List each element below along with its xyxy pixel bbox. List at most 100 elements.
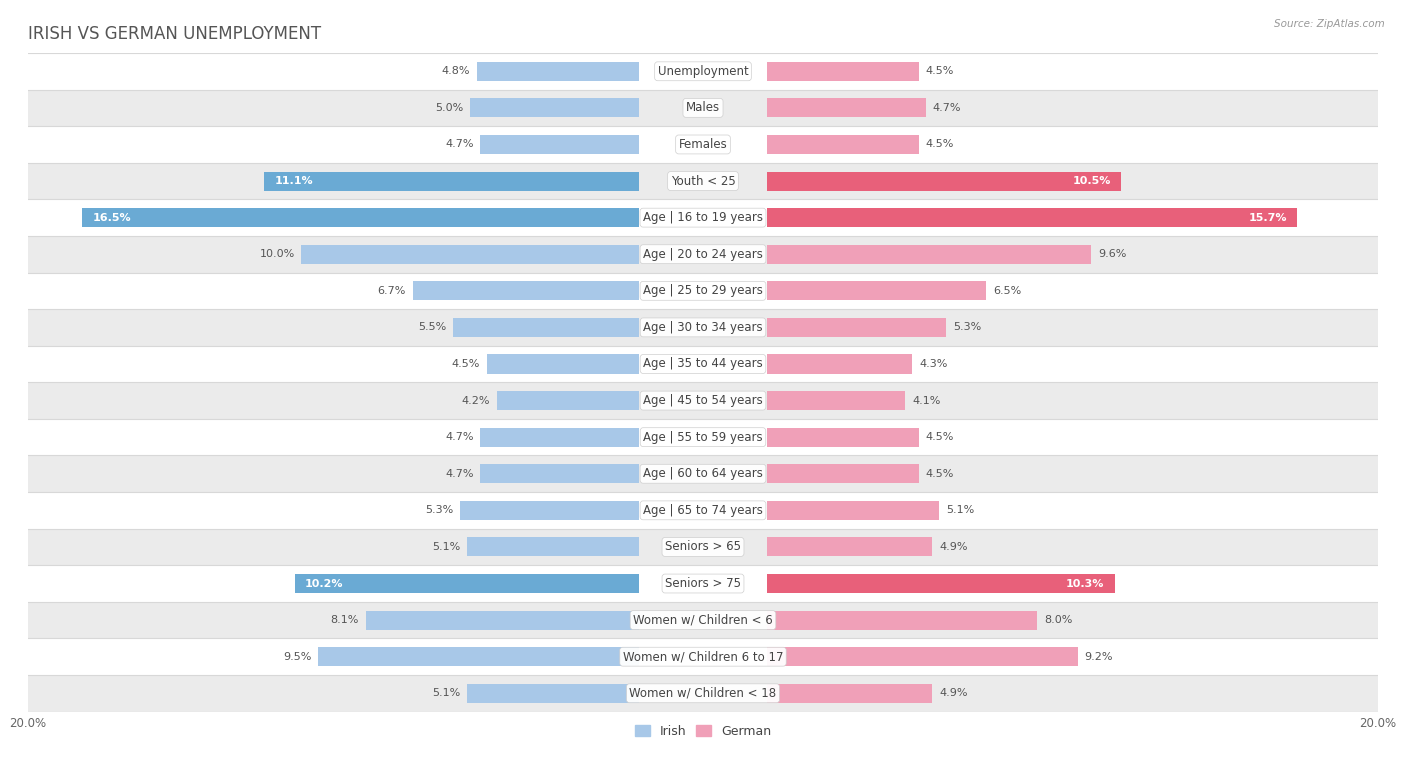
Bar [28,675,1378,712]
Bar [28,126,1378,163]
Text: Seniors > 75: Seniors > 75 [665,577,741,590]
Text: Seniors > 65: Seniors > 65 [665,540,741,553]
Text: Age | 45 to 54 years: Age | 45 to 54 years [643,394,763,407]
Text: 9.2%: 9.2% [1084,652,1112,662]
Bar [470,98,638,117]
Bar [453,318,638,337]
Text: 6.5%: 6.5% [993,286,1021,296]
Text: 6.7%: 6.7% [378,286,406,296]
Text: 8.1%: 8.1% [330,615,359,625]
Bar [768,391,905,410]
Bar [28,565,1378,602]
Text: 4.5%: 4.5% [451,359,481,369]
Bar [28,492,1378,528]
Text: 10.3%: 10.3% [1066,578,1105,588]
Text: 16.5%: 16.5% [93,213,131,223]
Text: 4.1%: 4.1% [912,396,941,406]
Text: Youth < 25: Youth < 25 [671,175,735,188]
Bar [768,208,1296,227]
Text: 11.1%: 11.1% [274,176,314,186]
Text: 4.5%: 4.5% [925,139,955,149]
Bar [413,282,638,301]
Bar [28,236,1378,273]
Bar [481,464,638,483]
Text: 5.3%: 5.3% [425,506,453,516]
Text: 4.7%: 4.7% [932,103,960,113]
Bar [768,282,987,301]
Bar [768,574,1115,593]
Text: 5.1%: 5.1% [432,542,460,552]
Bar [28,602,1378,638]
Bar [295,574,638,593]
Text: 15.7%: 15.7% [1249,213,1286,223]
Text: 4.2%: 4.2% [463,396,491,406]
Text: 4.8%: 4.8% [441,67,470,76]
Text: Age | 25 to 29 years: Age | 25 to 29 years [643,285,763,298]
Text: 9.5%: 9.5% [283,652,312,662]
Bar [768,428,920,447]
Text: Age | 30 to 34 years: Age | 30 to 34 years [643,321,763,334]
Bar [768,354,912,373]
Bar [486,354,638,373]
Bar [467,537,638,556]
Bar [768,684,932,702]
Text: 4.7%: 4.7% [446,432,474,442]
Text: Women w/ Children 6 to 17: Women w/ Children 6 to 17 [623,650,783,663]
Bar [82,208,638,227]
Text: Males: Males [686,101,720,114]
Bar [28,419,1378,456]
Text: 10.0%: 10.0% [260,249,295,259]
Bar [28,199,1378,236]
Bar [28,638,1378,675]
Text: 4.9%: 4.9% [939,542,967,552]
Bar [768,537,932,556]
Bar [481,135,638,154]
Text: Females: Females [679,138,727,151]
Text: 4.3%: 4.3% [920,359,948,369]
Bar [498,391,638,410]
Text: 4.7%: 4.7% [446,469,474,478]
Bar [768,135,920,154]
Bar [301,245,638,263]
Bar [460,501,638,520]
Bar [467,684,638,702]
Bar [366,611,638,630]
Text: 4.5%: 4.5% [925,469,955,478]
Bar [28,53,1378,89]
Bar [768,172,1122,191]
Bar [28,273,1378,309]
Text: Age | 35 to 44 years: Age | 35 to 44 years [643,357,763,370]
Text: 8.0%: 8.0% [1043,615,1073,625]
Legend: Irish, German: Irish, German [631,721,775,742]
Bar [768,98,925,117]
Text: IRISH VS GERMAN UNEMPLOYMENT: IRISH VS GERMAN UNEMPLOYMENT [28,25,321,43]
Bar [28,528,1378,565]
Bar [768,318,946,337]
Bar [28,456,1378,492]
Text: 4.5%: 4.5% [925,432,955,442]
Bar [768,245,1091,263]
Bar [481,428,638,447]
Text: 4.7%: 4.7% [446,139,474,149]
Text: 5.5%: 5.5% [419,322,447,332]
Text: Women w/ Children < 18: Women w/ Children < 18 [630,687,776,699]
Bar [477,62,638,81]
Text: Age | 65 to 74 years: Age | 65 to 74 years [643,504,763,517]
Text: Age | 55 to 59 years: Age | 55 to 59 years [643,431,763,444]
Bar [28,346,1378,382]
Text: 5.3%: 5.3% [953,322,981,332]
Text: 9.6%: 9.6% [1098,249,1126,259]
Text: 10.2%: 10.2% [305,578,343,588]
Text: Women w/ Children < 6: Women w/ Children < 6 [633,614,773,627]
Bar [768,611,1038,630]
Bar [28,89,1378,126]
Bar [28,309,1378,346]
Text: 4.5%: 4.5% [925,67,955,76]
Bar [768,501,939,520]
Text: Age | 20 to 24 years: Age | 20 to 24 years [643,248,763,260]
Bar [28,163,1378,199]
Bar [318,647,638,666]
Text: Unemployment: Unemployment [658,65,748,78]
Text: Age | 16 to 19 years: Age | 16 to 19 years [643,211,763,224]
Text: 5.1%: 5.1% [432,688,460,698]
